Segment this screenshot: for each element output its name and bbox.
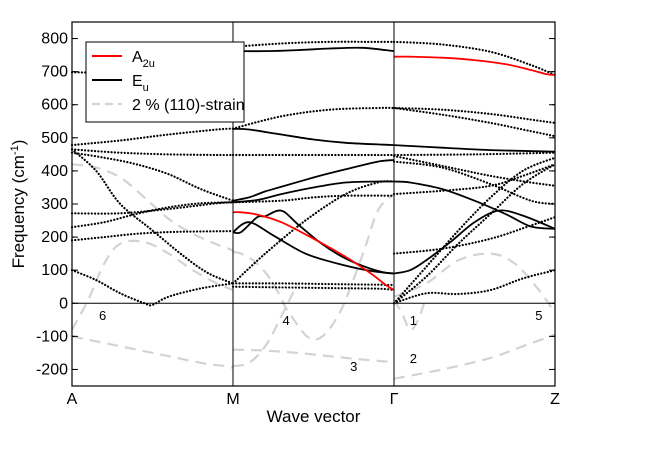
x-tick-label: Z xyxy=(550,391,560,408)
branch-other-40 xyxy=(392,163,557,196)
branch-eu-2 xyxy=(232,46,395,53)
branch-strain-15 xyxy=(71,239,234,331)
branch-other-24 xyxy=(70,127,235,147)
branch-eu-9 xyxy=(232,221,395,275)
branch-other-34 xyxy=(231,285,396,292)
branch-strain-13 xyxy=(393,333,556,380)
branch-strain-18 xyxy=(393,296,428,331)
y-tick-label: 200 xyxy=(41,229,68,246)
branch-strain-19 xyxy=(393,252,556,314)
annotation-4: 4 xyxy=(283,313,290,328)
legend-label: Eu xyxy=(132,73,149,94)
y-tick-label: 300 xyxy=(41,196,68,213)
annotation-1: 1 xyxy=(410,313,417,328)
annotation-6: 6 xyxy=(99,308,106,323)
branch-other-39 xyxy=(392,163,557,305)
y-axis-title-superscript: -1 xyxy=(9,145,21,155)
legend-label: 2 % (110)-strain xyxy=(132,97,245,114)
branch-other-42 xyxy=(392,216,557,255)
legend: A2u Eu 2 % (110)-strain xyxy=(85,41,245,123)
x-tick-label: M xyxy=(226,391,239,408)
branch-other-44 xyxy=(392,106,557,138)
branch-eu-4 xyxy=(393,144,556,153)
branch-other-23 xyxy=(231,106,557,130)
y-tick-label: 400 xyxy=(41,163,68,180)
branch-strain-16 xyxy=(232,193,395,341)
annotation-3: 3 xyxy=(350,359,357,374)
branch-other-32 xyxy=(70,269,235,307)
y-axis-title-main: Frequency (cm xyxy=(9,155,28,268)
branch-eu-6 xyxy=(232,180,395,204)
x-tick-label: A xyxy=(67,391,78,408)
y-axis-title: Frequency (cm-1) xyxy=(9,140,28,269)
branch-eu-3 xyxy=(232,127,395,146)
y-tick-label: 600 xyxy=(41,97,68,114)
annotation-2: 2 xyxy=(410,351,417,366)
y-tick-label: 0 xyxy=(59,295,68,312)
annotation-5: 5 xyxy=(535,308,542,323)
y-axis-ticks: -200 -100 0 100 200 300 400 500 600 700 800 xyxy=(36,31,555,378)
branch-strain-11 xyxy=(71,335,234,369)
branch-a2u-1 xyxy=(393,55,556,76)
branch-other-41 xyxy=(392,160,557,206)
branch-a2u-0 xyxy=(232,211,395,291)
branch-other-26 xyxy=(231,151,557,157)
branch-other-36 xyxy=(231,194,396,204)
branch-other-37 xyxy=(392,269,557,305)
branch-strain-17 xyxy=(232,282,299,368)
branch-other-25 xyxy=(70,148,235,157)
branch-other-43 xyxy=(392,154,557,187)
y-tick-label: -200 xyxy=(36,361,68,378)
branch-other-22 xyxy=(231,40,396,48)
branch-other-30 xyxy=(70,230,235,242)
branch-strain-14 xyxy=(71,163,234,252)
x-tick-label: Γ xyxy=(390,391,399,408)
y-tick-label: -100 xyxy=(36,328,68,345)
dispersion-curves xyxy=(70,40,557,380)
branch-other-31 xyxy=(70,148,235,285)
branch-other-35 xyxy=(231,180,396,285)
branch-strain-12 xyxy=(232,348,395,364)
branch-eu-8 xyxy=(232,209,395,275)
y-tick-label: 700 xyxy=(41,64,68,81)
branch-other-38 xyxy=(392,156,557,305)
y-tick-label: 800 xyxy=(41,31,68,48)
branch-annotations: 1 2 3 4 5 6 xyxy=(99,308,543,374)
branch-other-29 xyxy=(70,201,235,229)
branch-other-27 xyxy=(70,151,235,202)
branch-eu-10 xyxy=(393,209,556,275)
legend-label: A2u xyxy=(132,49,155,70)
branch-eu-5 xyxy=(232,159,395,202)
y-axis-title-close: ) xyxy=(9,140,28,146)
y-tick-label: 100 xyxy=(41,262,68,279)
branch-other-21 xyxy=(392,40,557,76)
x-axis-title: Wave vector xyxy=(267,407,361,426)
y-tick-label: 500 xyxy=(41,130,68,147)
branch-eu-7 xyxy=(393,180,556,230)
